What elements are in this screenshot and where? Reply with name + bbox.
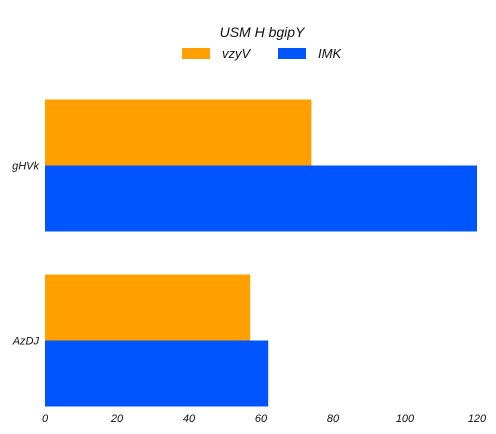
x-tick-label-60: 60 bbox=[255, 413, 268, 425]
legend-swatch-IMK bbox=[278, 48, 306, 59]
category-label-gHVk: gHVk bbox=[12, 161, 39, 173]
bar-gHVk-IMK bbox=[45, 165, 477, 232]
x-tick-label-80: 80 bbox=[327, 413, 340, 425]
x-axis: 0 20 40 60 80 100 120 bbox=[42, 413, 487, 425]
legend-swatch-vzyV bbox=[182, 48, 210, 59]
chart-legend: vzyV IMK bbox=[182, 46, 342, 61]
x-tick-label-120: 120 bbox=[468, 413, 487, 425]
category-labels: gHVk AzDJ bbox=[12, 161, 40, 348]
x-tick-label-100: 100 bbox=[396, 413, 415, 425]
x-tick-label-0: 0 bbox=[42, 413, 49, 425]
bar-gHVk-vzyV bbox=[45, 99, 312, 166]
legend-label-vzyV: vzyV bbox=[222, 46, 252, 61]
legend-label-IMK: IMK bbox=[318, 46, 342, 61]
bar-AzDJ-vzyV bbox=[45, 274, 251, 341]
category-label-AzDJ: AzDJ bbox=[12, 336, 40, 348]
chart-title: USM H bgipY bbox=[220, 24, 306, 40]
x-tick-label-20: 20 bbox=[110, 413, 124, 425]
x-tick-label-40: 40 bbox=[183, 413, 196, 425]
plot-area: gHVk AzDJ 0 20 40 60 80 100 120 bbox=[12, 99, 487, 425]
bar-AzDJ-IMK bbox=[45, 340, 269, 407]
bars-group bbox=[45, 99, 477, 407]
